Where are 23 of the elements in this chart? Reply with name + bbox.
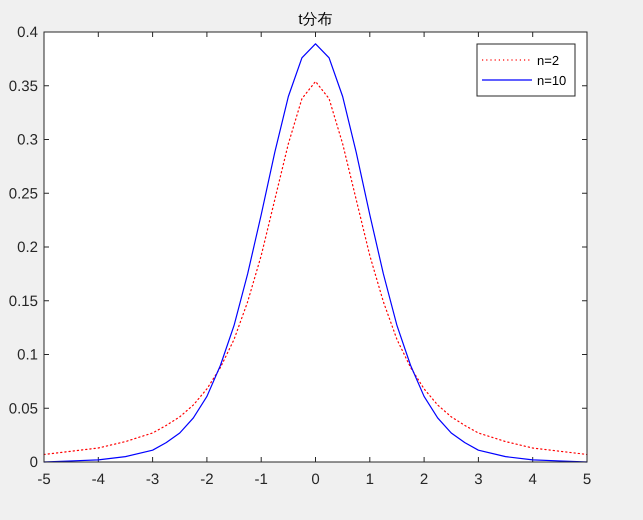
- x-tick-label: 1: [366, 471, 374, 488]
- y-tick-label: 0.3: [17, 132, 38, 148]
- x-tick-label: -1: [254, 471, 268, 488]
- legend-label: n=2: [537, 53, 560, 68]
- y-tick-label: 0.2: [17, 239, 38, 256]
- x-tick-label: -4: [92, 471, 105, 488]
- x-tick-label: 3: [474, 471, 483, 488]
- y-tick-label: 0: [30, 454, 38, 471]
- legend-label: n=10: [537, 73, 566, 88]
- chart-title: t分布: [298, 11, 333, 28]
- y-tick-label: 0.05: [8, 400, 38, 418]
- x-tick-label: -5: [37, 471, 51, 488]
- x-tick-label: -2: [200, 471, 214, 488]
- y-tick-label: 0.4: [17, 24, 38, 41]
- x-tick-label: -3: [146, 471, 160, 488]
- y-tick-label: 0.1: [17, 346, 38, 364]
- x-tick-label: 2: [420, 471, 428, 488]
- y-tick-label: 0.35: [8, 78, 38, 95]
- x-tick-label: 4: [528, 471, 537, 488]
- y-tick-label: 0.25: [8, 185, 38, 202]
- y-tick-label: 0.15: [8, 292, 38, 310]
- x-tick-label: 0: [311, 471, 320, 488]
- x-tick-label: 5: [582, 471, 592, 488]
